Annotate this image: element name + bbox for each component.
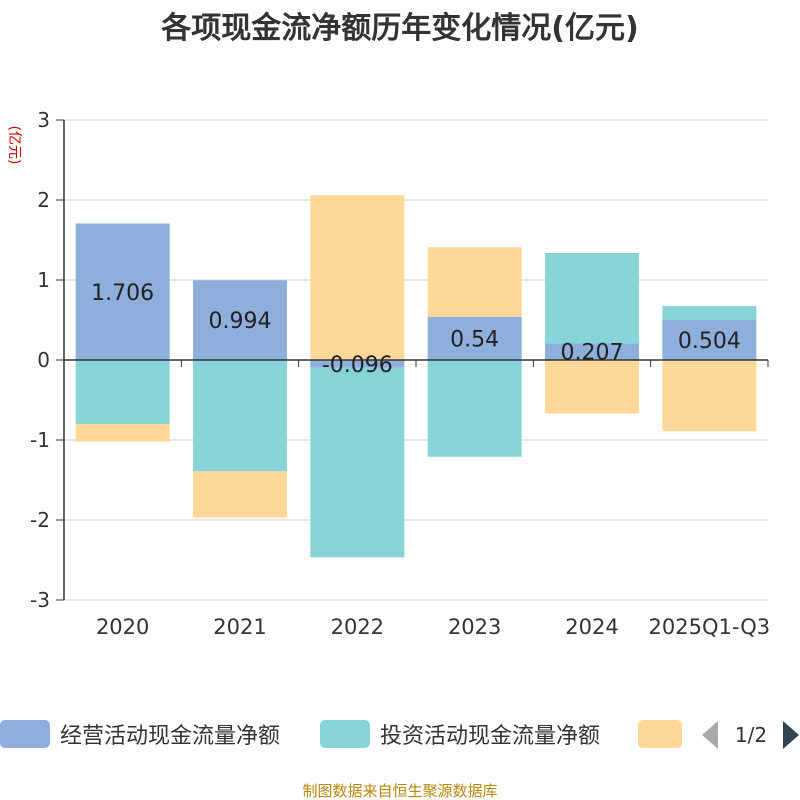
y-tick-label: 1 — [37, 268, 50, 292]
legend-next-page-icon[interactable] — [783, 721, 799, 749]
bar-segment — [427, 316, 522, 360]
legend-item-operating[interactable]: 经营活动现金流量净额 — [0, 720, 280, 749]
bar-segment — [427, 360, 522, 457]
bar-segment — [75, 360, 170, 424]
bar-segment — [662, 360, 757, 432]
legend-label-operating: 经营活动现金流量净额 — [60, 724, 280, 749]
bar-segment — [310, 367, 405, 558]
axes: 3 2 1 0 -1 -2 -3 2020 2021 2022 2023 2024 2025Q1-Q3 — [30, 108, 770, 639]
data-label: 0.54 — [450, 327, 499, 352]
bar-segment — [193, 280, 287, 360]
bar-segment — [310, 195, 405, 360]
bar-segment — [193, 360, 287, 472]
data-label: 1.706 — [91, 281, 154, 306]
x-tick-label: 2022 — [331, 615, 384, 639]
bar-segment — [545, 253, 639, 344]
legend-item-investing[interactable]: 投资活动现金流量净额 — [320, 720, 600, 749]
data-labels: 1.706 0.994 -0.096 0.54 0.207 0.504 — [91, 281, 741, 378]
footer-source: 制图数据来自恒生聚源数据库 — [302, 782, 497, 800]
chart-title: 各项现金流净额历年变化情况(亿元) — [160, 11, 638, 46]
bar-segment — [75, 424, 170, 442]
x-tick-label: 2024 — [565, 615, 618, 639]
x-tick-label: 2021 — [213, 615, 266, 639]
grid-lines — [64, 119, 768, 601]
data-label: 0.994 — [209, 309, 272, 334]
legend-swatch-financing — [638, 720, 682, 748]
bar-segment — [75, 223, 170, 360]
legend-swatch-operating — [0, 720, 50, 748]
y-tick-label: -2 — [30, 508, 50, 532]
legend-page-indicator: 1/2 — [735, 723, 767, 747]
data-label: 0.207 — [561, 341, 624, 366]
x-tick-label: 2025Q1-Q3 — [649, 615, 771, 639]
data-label: -0.096 — [322, 353, 393, 378]
x-tick-label: 2023 — [448, 615, 501, 639]
bar-segment — [193, 471, 287, 518]
bars — [75, 195, 757, 558]
bar-segment — [545, 343, 639, 360]
bar-segment — [310, 360, 405, 368]
legend: 经营活动现金流量净额 投资活动现金流量净额 1/2 — [0, 720, 799, 749]
x-tick-label: 2020 — [96, 615, 149, 639]
bar-segment — [662, 306, 757, 320]
y-tick-label: -3 — [30, 588, 50, 612]
data-label: 0.504 — [678, 329, 741, 354]
legend-item-financing[interactable] — [638, 720, 682, 748]
y-tick-label: 2 — [37, 188, 50, 212]
y-tick-label: -1 — [30, 428, 50, 452]
legend-label-investing: 投资活动现金流量净额 — [380, 724, 600, 749]
y-tick-label: 3 — [37, 108, 50, 132]
y-axis-label: (亿元) — [6, 126, 22, 165]
bar-segment — [545, 360, 639, 414]
legend-swatch-investing — [320, 720, 370, 748]
bar-segment — [427, 247, 522, 317]
y-tick-label: 0 — [37, 348, 50, 372]
legend-prev-page-icon[interactable] — [702, 721, 718, 749]
bar-segment — [662, 319, 757, 360]
